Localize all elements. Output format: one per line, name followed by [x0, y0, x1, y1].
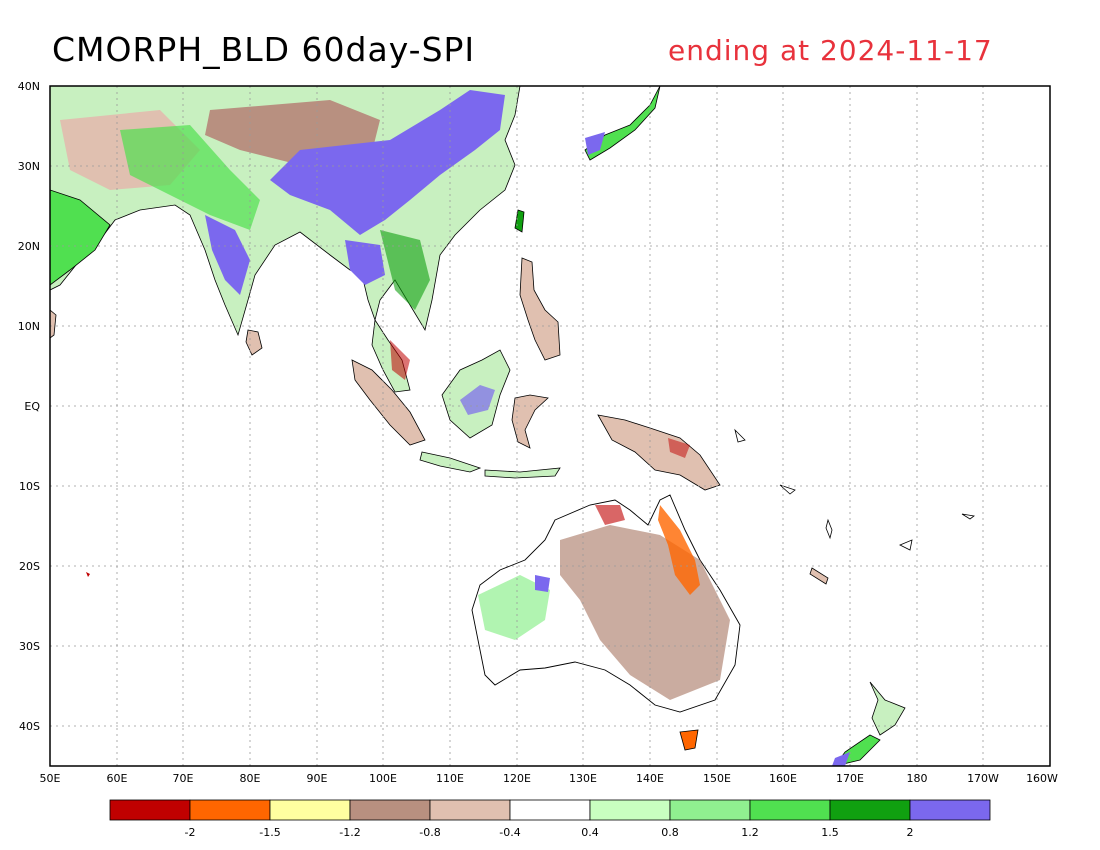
colorbar-tick-label: 2	[907, 826, 914, 839]
colorbar-tick-label: -1.2	[339, 826, 360, 839]
lat-label: 40S	[19, 720, 40, 733]
colorbar-swatch	[269, 799, 351, 821]
fiji	[899, 513, 975, 551]
map-panel	[50, 86, 1050, 766]
colorbar-labels: -2 -1.5 -1.2 -0.8 -0.4 0.4 0.8 1.2 1.5 2	[185, 826, 914, 839]
colorbar-tick-label: 1.5	[821, 826, 839, 839]
lat-label: EQ	[24, 400, 40, 413]
lesser-sunda	[484, 467, 561, 479]
colorbar-swatch	[349, 799, 431, 821]
colorbar-swatch	[909, 799, 991, 821]
colorbar-swatch	[829, 799, 911, 821]
west-aus-blue	[535, 575, 550, 592]
sumatra	[351, 359, 426, 446]
lat-label: 30S	[19, 640, 40, 653]
lon-label: 90E	[307, 772, 328, 785]
lat-label: 20N	[18, 240, 40, 253]
colorbar-tick-label: -0.4	[499, 826, 520, 839]
colorbar-swatch	[509, 799, 591, 821]
lat-labels: 40N 30N 20N 10N EQ 10S 20S 30S 40S	[18, 80, 41, 733]
lat-label: 20S	[19, 560, 40, 573]
japan-wet	[585, 132, 605, 155]
colorbar-tick-label: -1.5	[259, 826, 280, 839]
lon-label: 80E	[240, 772, 261, 785]
west-aus-wet	[478, 575, 550, 640]
kimberley-dry	[595, 505, 625, 525]
green-band-2	[380, 230, 430, 310]
colorbar-swatch	[749, 799, 831, 821]
colorbar-swatch	[189, 799, 271, 821]
lat-label: 10N	[18, 320, 40, 333]
taiwan	[514, 209, 525, 233]
japan	[584, 86, 661, 161]
colorbar-tick-label: -0.8	[419, 826, 440, 839]
new-guinea-dry	[668, 438, 690, 458]
lon-label: 170W	[967, 772, 999, 785]
myanmar-wet-area	[345, 240, 385, 285]
philippines	[519, 257, 561, 361]
lat-label: 10S	[19, 480, 40, 493]
colorbar-swatch	[589, 799, 671, 821]
lon-label: 160E	[769, 772, 797, 785]
queensland-dry	[658, 505, 700, 595]
lon-label: 50E	[40, 772, 61, 785]
colorbar-tick-label: 1.2	[741, 826, 759, 839]
map-title: CMORPH_BLD 60day-SPI	[52, 30, 476, 69]
borneo-wet	[460, 385, 495, 415]
date-label: ending at 2024-11-17	[668, 34, 993, 67]
lon-labels: 50E 60E 70E 80E 90E 100E 110E 120E 130E …	[40, 772, 1059, 785]
gridlines	[50, 86, 1050, 766]
colorbar-swatch	[429, 799, 511, 821]
solomon-islands	[734, 428, 796, 495]
new-guinea	[597, 414, 721, 491]
colorbar-tick-label: 0.4	[581, 826, 599, 839]
colorbar-tick-label: -2	[185, 826, 196, 839]
lon-label: 170E	[836, 772, 864, 785]
lon-label: 60E	[107, 772, 128, 785]
china-wet-area	[270, 90, 505, 235]
new-caledonia	[809, 567, 829, 585]
sri-lanka	[245, 329, 263, 356]
colorbar-swatch	[669, 799, 751, 821]
arabia-edge	[50, 189, 111, 286]
lon-label: 140E	[636, 772, 664, 785]
colorbar-tick-label: 0.8	[661, 826, 679, 839]
tasmania	[679, 729, 699, 751]
lon-label: 110E	[436, 772, 464, 785]
india-wet-area	[205, 215, 250, 295]
lon-label: 100E	[369, 772, 397, 785]
colorbar	[109, 799, 991, 821]
mascarene	[86, 572, 90, 577]
map-frame	[49, 85, 1051, 767]
lon-label: 130E	[569, 772, 597, 785]
lon-label: 160W	[1026, 772, 1058, 785]
sumatra-dry	[390, 340, 410, 380]
madagascar-edge	[50, 309, 57, 339]
nz-wet	[832, 752, 850, 766]
lon-label: 120E	[503, 772, 531, 785]
lat-label: 30N	[18, 160, 40, 173]
colorbar-swatch	[109, 799, 191, 821]
lat-label: 40N	[18, 80, 40, 93]
sulawesi	[511, 394, 549, 449]
lon-label: 70E	[173, 772, 194, 785]
new-zealand-north	[869, 681, 906, 736]
lon-label: 180	[907, 772, 928, 785]
green-band	[120, 125, 260, 230]
vanuatu	[825, 518, 833, 540]
lon-label: 150E	[703, 772, 731, 785]
